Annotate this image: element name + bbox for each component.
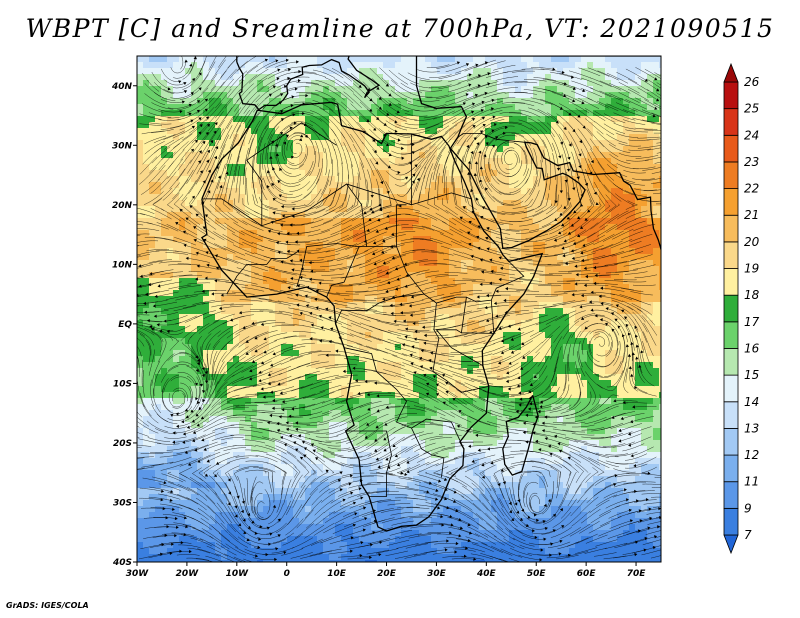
colorbar-label: 18 — [744, 288, 760, 302]
colorbar-label: 19 — [744, 262, 759, 276]
country-border — [435, 329, 483, 366]
colorbar-label: 20 — [744, 235, 760, 249]
colorbar-swatch — [723, 108, 739, 136]
country-border — [345, 430, 392, 497]
streamlines — [137, 56, 661, 562]
lon-tick-label: 40E — [476, 569, 497, 579]
coastlines-and-borders — [201, 56, 661, 532]
colorbar-swatch — [723, 241, 739, 269]
colorbar-swatch — [723, 188, 739, 216]
colorbar-label: 15 — [744, 368, 759, 382]
lon-tick-label: 60E — [577, 569, 597, 579]
colorbar-swatch — [723, 507, 739, 536]
colorbar-label: 21 — [744, 208, 759, 222]
asia-coastline — [415, 56, 661, 251]
country-border — [344, 347, 465, 450]
country-border — [460, 297, 495, 334]
lat-tick-label: 20S — [113, 439, 132, 449]
lon-tick-label: 0 — [284, 569, 290, 579]
colorbar-swatch — [723, 428, 739, 456]
colorbar-swatch — [723, 348, 739, 376]
lat-tick-label: 20N — [112, 201, 133, 211]
country-border — [226, 252, 297, 295]
colorbar-label: 22 — [744, 182, 759, 196]
lat-tick-label: 30N — [112, 141, 133, 151]
colorbar-swatch — [723, 401, 739, 429]
colorbar-swatch — [723, 134, 739, 163]
grads-credit: GrADS: IGES/COLA — [6, 601, 89, 610]
colorbar-swatch — [723, 374, 739, 403]
lat-tick-label: 10S — [113, 379, 132, 389]
lat-tick-label: EQ — [118, 320, 132, 330]
lat-tick-label: 40S — [112, 558, 132, 568]
country-border — [457, 132, 525, 143]
colorbar-swatch — [723, 294, 739, 323]
lat-tick-label: 10N — [112, 260, 133, 270]
colorbar-label: 24 — [744, 128, 759, 142]
colorbar-label: 16 — [744, 341, 760, 355]
lat-tick-label: 40N — [111, 82, 133, 92]
colorbar-label: 26 — [744, 75, 760, 89]
country-border — [246, 122, 337, 226]
colorbar-swatch — [723, 454, 739, 483]
colorbar-swatch — [723, 161, 739, 189]
lat-tick-label: 30S — [113, 498, 132, 508]
colorbar-max-arrow — [723, 62, 739, 83]
lon-tick-label: 10W — [226, 569, 250, 579]
lon-tick-label: 10E — [327, 569, 347, 579]
country-border — [411, 192, 472, 206]
colorbar-label: 11 — [744, 475, 759, 489]
europe-coastline — [236, 56, 381, 111]
colorbar-label: 25 — [744, 102, 759, 116]
africa-coastline — [201, 101, 544, 532]
colorbar-swatch — [723, 81, 739, 110]
country-border — [326, 246, 360, 298]
country-border — [411, 427, 445, 478]
colorbar-label: 14 — [744, 395, 759, 409]
colorbar-label: 7 — [744, 528, 752, 542]
colorbar: 7 9 11 12 13 14 15 16 17 18 19 20 21 22 23 24 25 26 — [723, 62, 760, 555]
country-border — [396, 204, 407, 247]
country-border — [366, 246, 525, 304]
colorbar-label: 12 — [744, 448, 759, 462]
country-border — [335, 293, 425, 325]
lon-tick-label: 70E — [627, 569, 647, 579]
lon-tick-label: 30W — [126, 569, 150, 579]
lon-tick-label: 20E — [377, 569, 397, 579]
colorbar-swatch — [723, 481, 739, 509]
colorbar-swatch — [723, 268, 739, 296]
colorbar-label: 23 — [744, 155, 759, 169]
map-axes: 30W 20W 10W 0 10E 20E 30E 40E 50E 60E 70E 40N 30N 20N… — [111, 82, 646, 579]
map-frame — [136, 55, 662, 563]
madagascar-coastline — [502, 394, 539, 476]
colorbar-min-arrow — [723, 534, 739, 555]
lon-tick-label: 20W — [176, 569, 200, 579]
colorbar-label: 13 — [744, 421, 759, 435]
lon-tick-label: 30E — [427, 569, 447, 579]
lon-tick-label: 50E — [527, 569, 547, 579]
colorbar-swatch — [723, 321, 739, 349]
country-border — [432, 302, 489, 393]
colorbar-swatch — [723, 214, 739, 243]
chart-title: WBPT [C] and Sreamline at 700hPa, VT: 20… — [25, 14, 775, 43]
colorbar-label: 9 — [744, 501, 752, 515]
country-border — [296, 183, 368, 288]
colorbar-label: 17 — [744, 315, 760, 329]
